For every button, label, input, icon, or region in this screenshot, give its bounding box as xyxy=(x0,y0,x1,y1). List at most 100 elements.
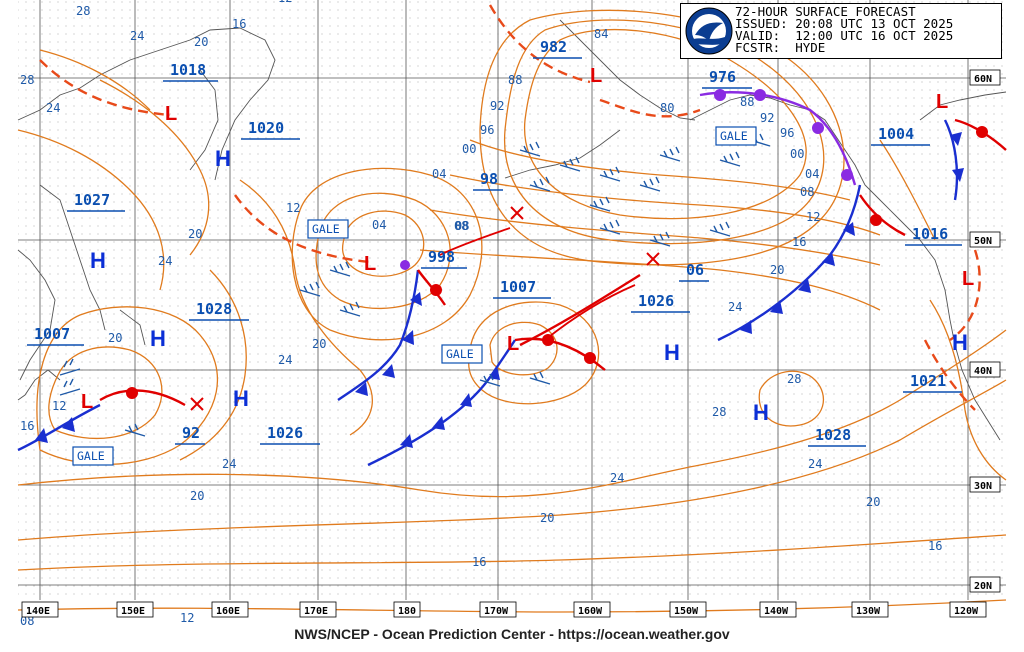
longitude-label: 140E xyxy=(26,606,50,617)
isobar-label: 08 xyxy=(800,185,814,199)
longitude-label: 160E xyxy=(216,606,240,617)
isobar-label: 12 xyxy=(180,611,194,625)
isobar-label: 84 xyxy=(594,27,608,41)
isobar-label: 24 xyxy=(46,101,60,115)
cold-front-far-east xyxy=(943,119,959,201)
isobar-label: 20 xyxy=(770,263,784,277)
forecaster-line: FCSTR: HYDE xyxy=(735,40,826,55)
isobar-labels: 28 24 20 16 12 12 28 24 84 88 92 96 00 0… xyxy=(20,0,942,628)
cold-front-west xyxy=(17,403,101,452)
isobar-label: 28 xyxy=(20,73,34,87)
warm-front-central xyxy=(417,269,446,306)
pressure-center-label: 1021 xyxy=(910,372,946,390)
wind-barbs xyxy=(59,133,771,437)
high-1026-symbol: H xyxy=(233,386,249,411)
dashed-trough-alaska xyxy=(599,98,701,118)
isobar-label: 04 xyxy=(372,218,386,232)
high-1028-symbol: H xyxy=(150,326,166,351)
high-1027-symbol: H xyxy=(90,248,106,273)
isobar-label: 00 xyxy=(462,142,476,156)
isobar-label: 08 xyxy=(454,219,468,233)
pressure-center-label: 1028 xyxy=(196,300,232,318)
latitude-label: 60N xyxy=(974,74,992,85)
stationary-low-east xyxy=(519,273,641,347)
isobar-label: 12 xyxy=(52,399,66,413)
isobar-label: 24 xyxy=(130,29,144,43)
dashed-trough-west xyxy=(39,59,171,117)
isobar-label: 16 xyxy=(232,17,246,31)
occluded-front-alaska xyxy=(699,91,857,186)
isobar-label: 16 xyxy=(20,419,34,433)
track-arrow-2 xyxy=(544,284,636,341)
longitude-labels: 140E 150E 160E 170E 180 170W 160W 150W 1… xyxy=(21,601,987,618)
isobar-label: 24 xyxy=(808,457,822,471)
forecast-header-text: 72-HOUR SURFACE FORECAST ISSUED: 20:08 U… xyxy=(735,4,954,55)
isobar-label: 24 xyxy=(158,254,172,268)
isobar-label: 12 xyxy=(286,201,300,215)
isobar-label: 92 xyxy=(760,111,774,125)
latitude-labels: 60N 50N 40N 30N 20N xyxy=(969,69,1001,593)
isobar-label: 12 xyxy=(806,210,820,224)
dashed-trough-north xyxy=(488,4,591,84)
issued-line: ISSUED: 20:08 UTC 13 OCT 2025 xyxy=(735,16,954,31)
gale-label: GALE xyxy=(77,449,105,463)
longitude-label: 130W xyxy=(856,606,881,617)
longitude-label: 140W xyxy=(764,606,789,617)
pressure-center-label: 976 xyxy=(709,68,736,86)
isobar-label: 88 xyxy=(508,73,522,87)
isobar-label: 16 xyxy=(928,539,942,553)
latitude-label: 50N xyxy=(974,236,992,247)
pressure-center-label: 1026 xyxy=(638,292,674,310)
dashed-trough-east xyxy=(949,249,981,341)
pressure-center-label: 998 xyxy=(428,248,455,266)
isobar-label: 08 xyxy=(455,219,469,233)
isobar-label: 16 xyxy=(472,555,486,569)
longitude-label: 160W xyxy=(578,606,603,617)
noaa-logo-icon xyxy=(685,7,733,55)
valid-line: VALID: 12:00 UTC 16 OCT 2025 xyxy=(735,28,954,43)
low-982-symbol: L xyxy=(590,65,602,87)
warm-front-east xyxy=(514,337,606,371)
latitude-label: 30N xyxy=(974,481,992,492)
longitude-label: 120W xyxy=(954,606,979,617)
low-1007-symbol: L xyxy=(507,333,519,355)
isobar-label: 24 xyxy=(610,471,624,485)
isobar-label: 20 xyxy=(190,489,204,503)
isobar-label: 20 xyxy=(108,331,122,345)
longitude-label: 150W xyxy=(674,606,699,617)
pressure-letters: L L L L L L L H H H H H H H xyxy=(81,65,974,425)
isobar-label: 20 xyxy=(540,511,554,525)
isobar-label: 04 xyxy=(805,167,819,181)
pressure-center-label: 1004 xyxy=(878,125,914,143)
isobar-label: 92 xyxy=(490,99,504,113)
isobar-label: 20 xyxy=(312,337,326,351)
longitude-label: 170W xyxy=(484,606,509,617)
pressure-center-label: 1018 xyxy=(170,61,206,79)
pressure-center-label: 1016 xyxy=(912,225,948,243)
isobar-label: 80 xyxy=(660,101,674,115)
isobar-label: 08 xyxy=(20,614,34,628)
low-1004-symbol: L xyxy=(936,91,948,113)
high-1020-symbol: H xyxy=(215,146,231,171)
pressure-center-label: 1007 xyxy=(34,325,70,343)
isobar-label: 96 xyxy=(480,123,494,137)
pressure-center-label: 1007 xyxy=(500,278,536,296)
isobar-label: 24 xyxy=(728,300,742,314)
isobar-label: 28 xyxy=(76,4,90,18)
isobar-label: 20 xyxy=(194,35,208,49)
high-1028-east-symbol: H xyxy=(753,400,769,425)
pressure-center-label: 1020 xyxy=(248,119,284,137)
graticule xyxy=(18,0,1006,600)
isobar-label: 20 xyxy=(188,227,202,241)
isobar-label: 00 xyxy=(790,147,804,161)
forecast-x-marks xyxy=(190,206,660,411)
forecast-info-box: 72-HOUR SURFACE FORECAST ISSUED: 20:08 U… xyxy=(680,3,1002,59)
isobar-label: 88 xyxy=(740,95,754,109)
forecast-title: 72-HOUR SURFACE FORECAST xyxy=(735,4,916,19)
longitude-label: 150E xyxy=(121,606,145,617)
latitude-label: 40N xyxy=(974,366,992,377)
high-1021-symbol: H xyxy=(952,330,968,355)
cold-front-central xyxy=(337,269,420,401)
longitude-label: 180 xyxy=(398,606,416,617)
